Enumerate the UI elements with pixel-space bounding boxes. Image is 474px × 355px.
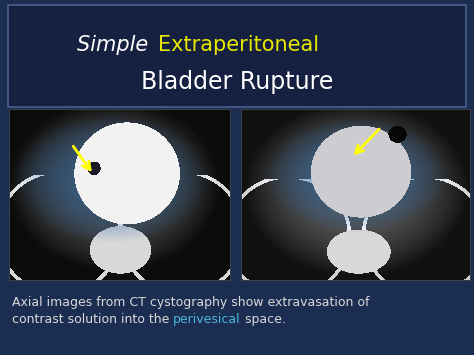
Text: space.: space.	[241, 313, 286, 326]
Text: Axial images from CT cystography show extravasation of: Axial images from CT cystography show ex…	[12, 296, 370, 309]
Bar	[10, 110, 230, 280]
Bar	[8, 5, 466, 107]
Text: Bladder Rupture: Bladder Rupture	[141, 70, 333, 94]
Text: Extraperitoneal: Extraperitoneal	[158, 35, 319, 55]
Bar	[242, 110, 470, 280]
Text: contrast solution into the: contrast solution into the	[12, 313, 173, 326]
Text: Simple: Simple	[77, 35, 155, 55]
Text: perivesical: perivesical	[173, 313, 241, 326]
